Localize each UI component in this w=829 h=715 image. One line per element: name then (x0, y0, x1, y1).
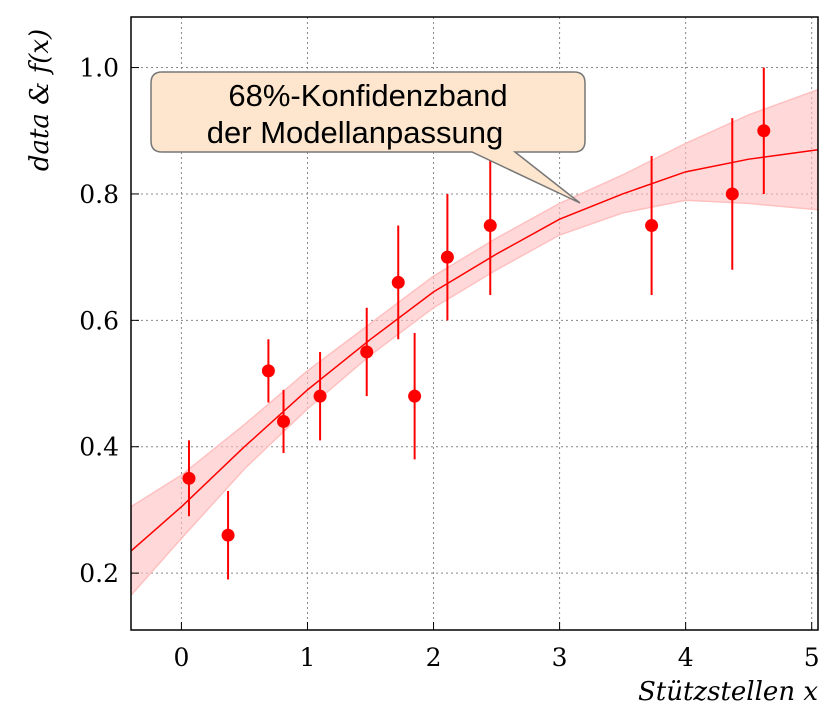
data-point (408, 389, 422, 403)
y-tick-label: 0.8 (79, 180, 119, 209)
plot-frame (130, 16, 819, 631)
data-point (440, 250, 454, 264)
data-point (483, 219, 497, 233)
plot-area (131, 17, 818, 630)
data-point (391, 275, 405, 289)
data-point (221, 528, 235, 542)
x-tick-label: 3 (552, 643, 568, 672)
confidence-band (131, 88, 818, 597)
annotation-line: 68%-Konfidenzband (228, 78, 507, 113)
y-axis-label: data & f(x) (25, 29, 55, 171)
data-point (277, 414, 291, 428)
y-tick-label: 0.4 (79, 433, 119, 462)
x-axis-label: Stützstellen x (638, 677, 818, 707)
data-point (261, 364, 275, 378)
x-tick-label: 5 (804, 643, 820, 672)
annotation-line: der Modellanpassung (207, 115, 503, 150)
callout-box (150, 71, 586, 204)
data-point (360, 345, 374, 359)
data-point (725, 187, 739, 201)
x-tick-label: 4 (678, 643, 694, 672)
fit-line (131, 148, 818, 552)
x-tick-label: 1 (300, 643, 316, 672)
y-tick-label: 0.6 (79, 306, 119, 335)
data-point (645, 219, 659, 233)
data-point (313, 389, 327, 403)
y-tick-label: 1.0 (79, 54, 119, 83)
data-point (757, 124, 771, 138)
annotation: 68%-Konfidenzband der Modellanpassung (150, 71, 586, 204)
x-tick-label: 2 (426, 643, 442, 672)
x-tick-label: 0 (173, 643, 189, 672)
data-point (182, 471, 196, 485)
y-tick-label: 0.2 (79, 559, 119, 588)
